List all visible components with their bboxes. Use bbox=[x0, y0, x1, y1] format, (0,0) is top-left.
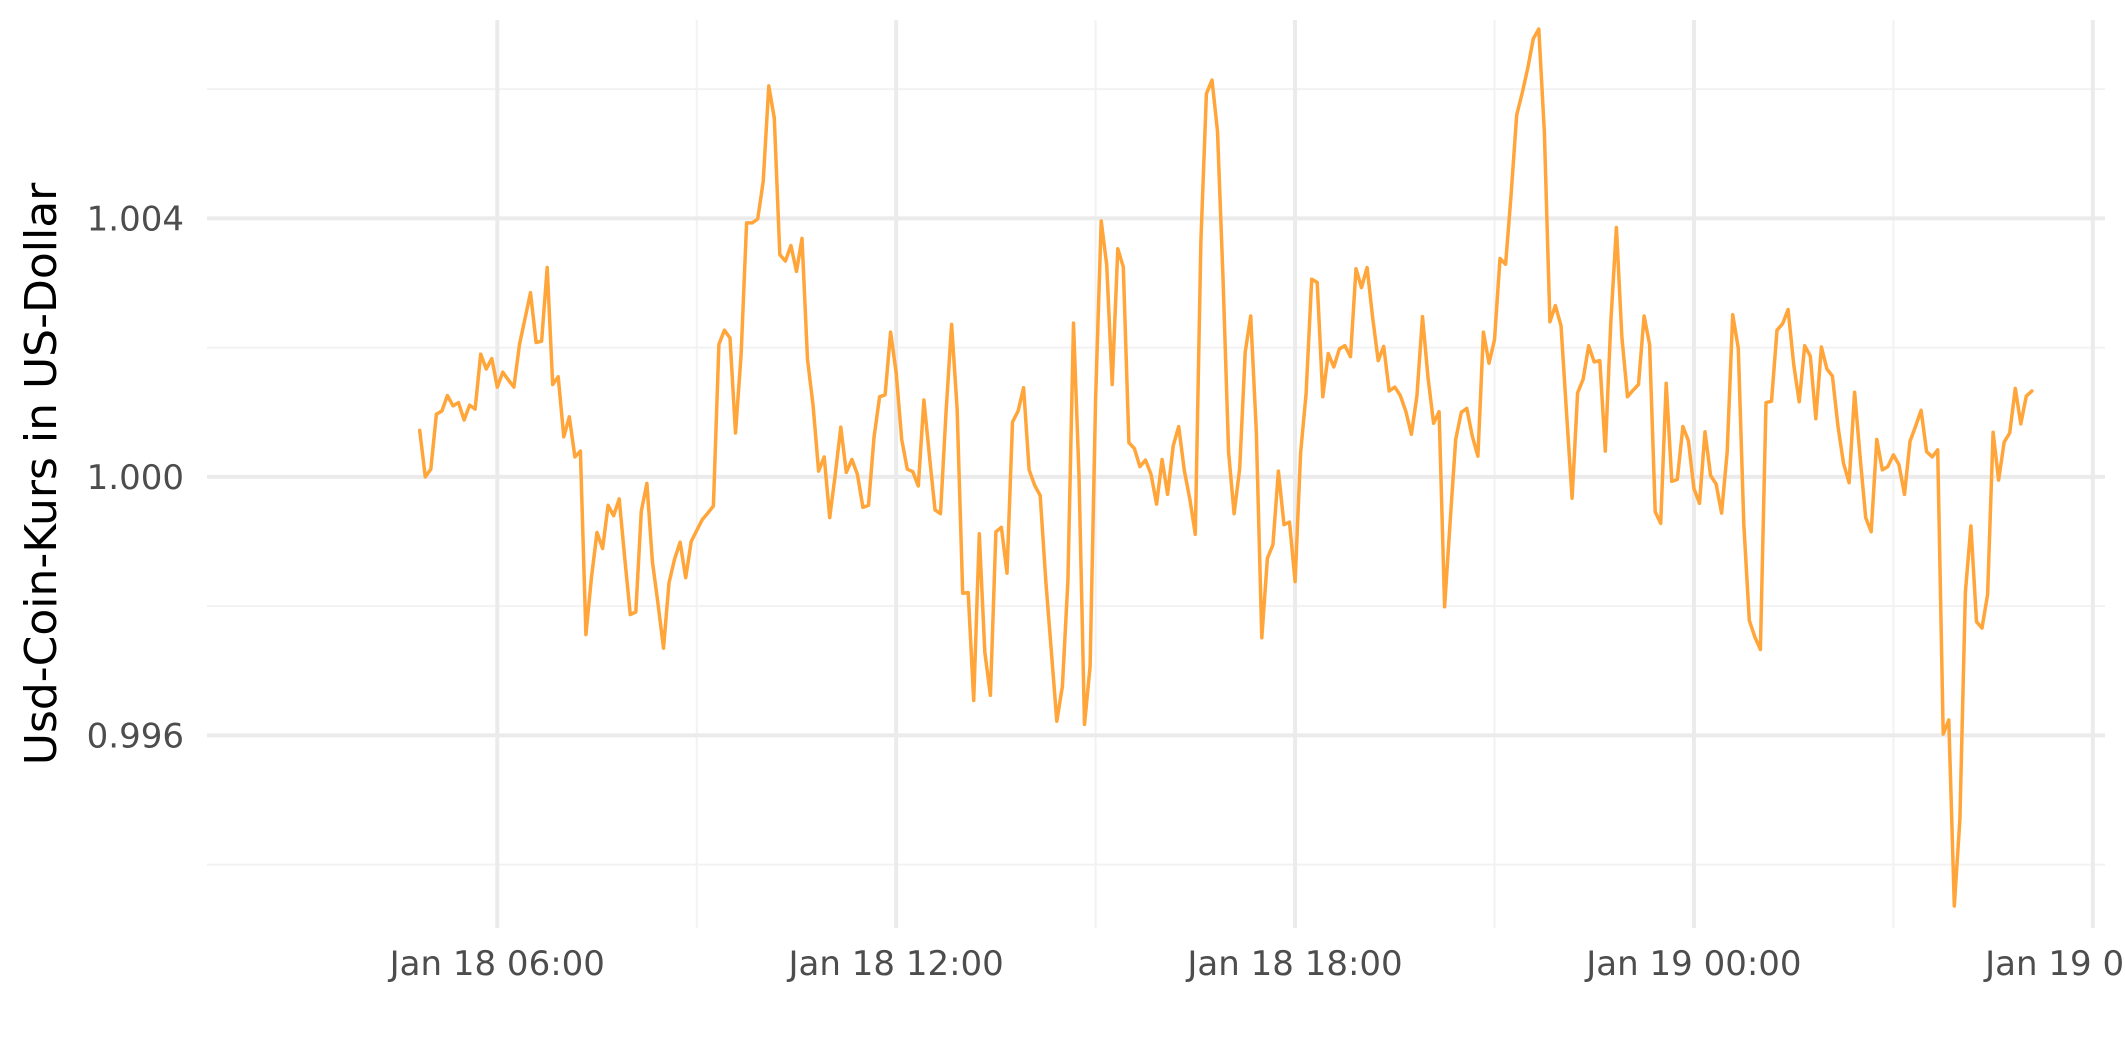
x-tick-label: Jan 19 06:00 bbox=[1983, 944, 2125, 984]
y-tick-label: 1.000 bbox=[87, 458, 184, 498]
minor-gridlines bbox=[207, 20, 2105, 928]
major-gridlines bbox=[207, 20, 2105, 928]
x-axis-tick-labels: Jan 18 06:00 Jan 18 12:00 Jan 18 18:00 Jan … bbox=[388, 944, 2125, 984]
x-tick-label: Jan 18 12:00 bbox=[787, 944, 1004, 984]
y-axis-title: Usd-Coin-Kurs in US-Dollar bbox=[16, 182, 67, 765]
y-tick-label: 1.004 bbox=[87, 199, 184, 239]
x-tick-label: Jan 18 18:00 bbox=[1185, 944, 1402, 984]
x-tick-label: Jan 19 00:00 bbox=[1584, 944, 1801, 984]
series-line bbox=[417, 27, 2034, 908]
y-tick-label: 0.996 bbox=[87, 716, 184, 756]
x-tick-label: Jan 18 06:00 bbox=[388, 944, 605, 984]
series-layer bbox=[417, 27, 2034, 908]
y-axis-tick-labels: 0.996 1.000 1.004 bbox=[87, 199, 184, 756]
